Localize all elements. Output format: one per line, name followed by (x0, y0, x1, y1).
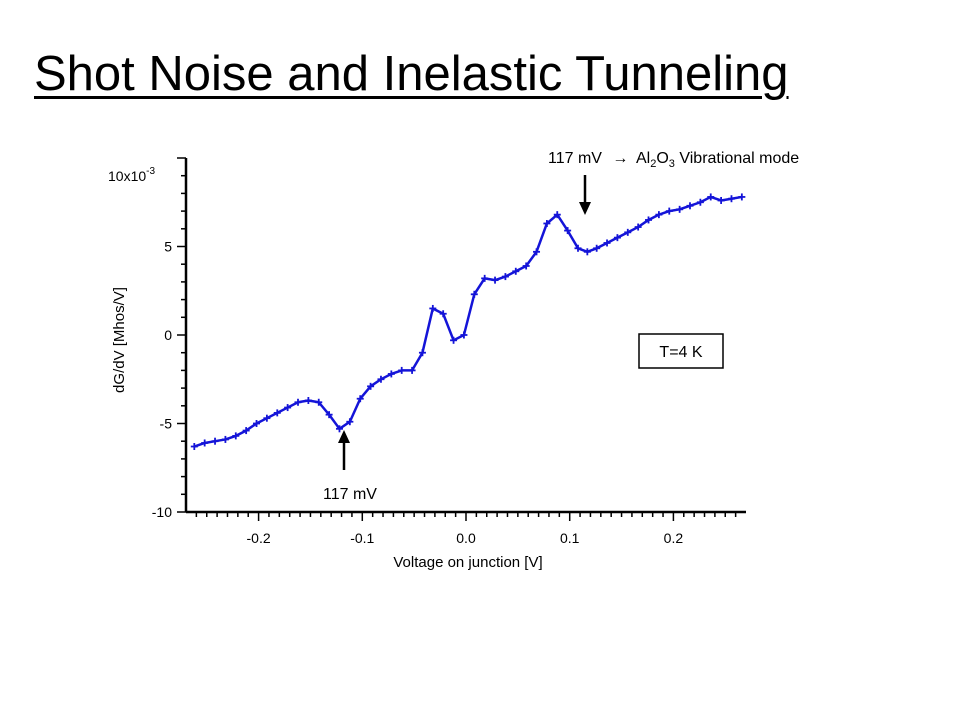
y-multiplier: 10x10-3 (108, 166, 155, 184)
data-point (408, 366, 416, 374)
x-ticks: -0.2 -0.1 0.0 0.1 0.2 (195, 512, 737, 546)
data-point (491, 276, 499, 284)
data-point (613, 234, 621, 242)
data-point (304, 396, 312, 404)
peak-annotation-mode: Vibrational mode (675, 150, 799, 167)
data-point (253, 420, 261, 427)
data-point (242, 427, 250, 435)
peak-annotation-sub2: 2 (650, 158, 656, 170)
series-line (193, 195, 743, 448)
y-tick-label: -5 (160, 416, 173, 432)
data-point (232, 432, 240, 440)
data-point (221, 435, 229, 443)
data-point (574, 244, 582, 252)
data-point (346, 418, 354, 426)
y-multiplier-exponent: -3 (146, 166, 155, 177)
data-point (211, 437, 219, 445)
data-point (439, 310, 447, 318)
data-point (655, 211, 663, 219)
x-axis-label: Voltage on junction [V] (393, 554, 542, 571)
peak-annotation: 117 mV → Al2O3 Vibrational mode (548, 150, 799, 170)
data-point (543, 219, 551, 227)
data-point (717, 196, 725, 204)
data-point (294, 398, 302, 406)
peak-annotation-al: Al (636, 150, 650, 167)
peak-annotation-voltage: 117 mV (548, 150, 602, 167)
y-tick-label: 0 (164, 327, 172, 343)
data-point (263, 414, 271, 422)
peak-annotation-o: O (656, 150, 668, 167)
data-point (665, 207, 673, 215)
x-tick-label: -0.2 (247, 530, 271, 546)
y-ticks: -10 -5 0 5 (152, 157, 186, 520)
dip-arrow-head (338, 430, 350, 443)
data-point (676, 205, 684, 213)
data-point (201, 439, 209, 447)
data-point (450, 336, 458, 344)
data-point (325, 411, 333, 419)
y-multiplier-base: 10x10 (108, 168, 146, 184)
data-point (583, 248, 591, 256)
data-point (522, 262, 530, 270)
data-point (356, 395, 364, 403)
peak-arrow-head (579, 202, 591, 215)
data-point (315, 398, 323, 406)
data-point (707, 193, 715, 201)
data-point (634, 223, 642, 231)
x-tick-label: 0.1 (560, 530, 580, 546)
dip-annotation: 117 mV (323, 486, 377, 503)
data-point (645, 216, 653, 224)
x-tick-label: -0.1 (350, 530, 374, 546)
data-point (553, 211, 561, 219)
series-markers (190, 193, 746, 451)
data-point (501, 273, 509, 281)
data-point (624, 228, 632, 236)
data-point (512, 267, 520, 275)
data-point (460, 331, 468, 339)
data-point (190, 443, 198, 451)
data-point (335, 425, 343, 433)
data-point (418, 349, 426, 357)
data-point (533, 248, 541, 256)
data-point (284, 404, 292, 412)
peak-annotation-arrow: → (612, 150, 628, 167)
data-point (398, 366, 406, 374)
data-point (273, 409, 281, 417)
data-point (387, 370, 395, 378)
peak-annotation-sub3: 3 (669, 158, 675, 170)
data-point (367, 382, 375, 390)
x-tick-label: 0.0 (456, 530, 476, 546)
y-axis-label: dG/dV [Mhos/V] (111, 287, 128, 393)
data-point (696, 198, 704, 206)
data-point (727, 195, 735, 203)
data-point (564, 227, 572, 235)
temperature-box (638, 333, 724, 369)
data-point (481, 274, 489, 282)
data-point (470, 290, 478, 298)
data-point (686, 202, 694, 210)
slide-title: Shot Noise and Inelastic Tunneling (34, 47, 789, 101)
temperature-label: T=4 K (659, 344, 702, 361)
data-point (377, 375, 385, 383)
data-point (738, 193, 746, 201)
y-tick-label: -10 (152, 504, 172, 520)
data-point (429, 304, 437, 312)
data-point (593, 244, 601, 252)
data-point (603, 239, 611, 247)
y-tick-label: 5 (164, 239, 172, 255)
x-tick-label: 0.2 (664, 530, 684, 546)
